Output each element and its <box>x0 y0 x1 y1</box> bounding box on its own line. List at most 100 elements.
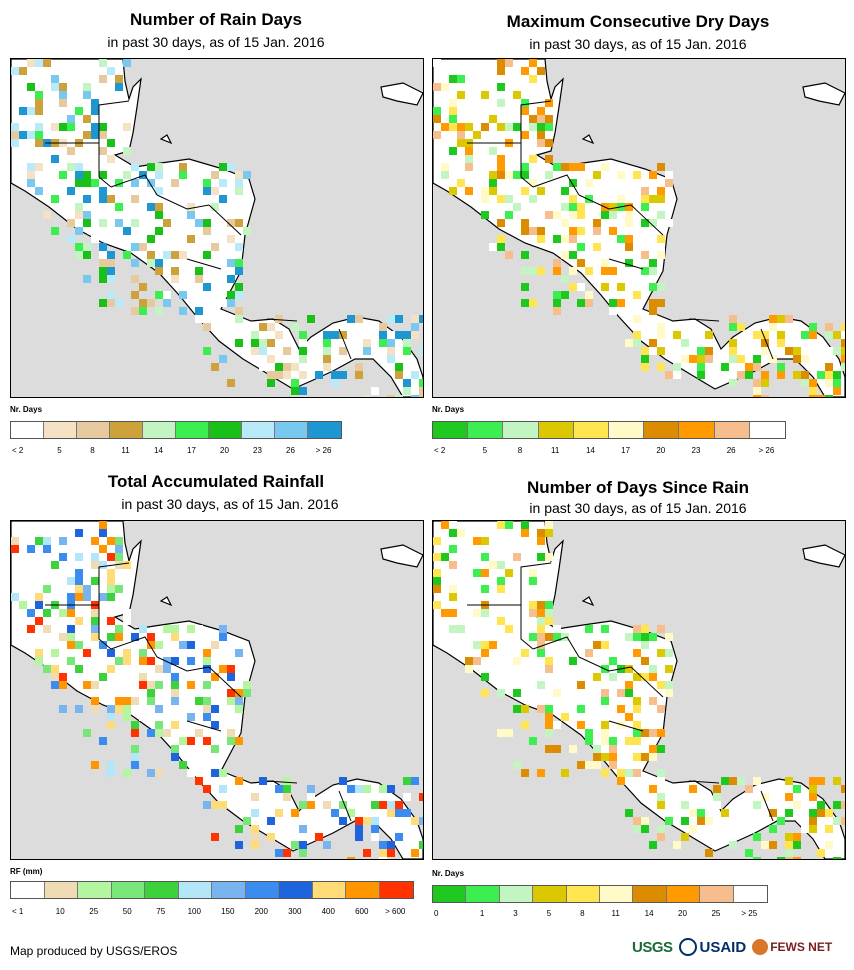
data-pixel <box>75 705 83 713</box>
data-pixel <box>841 323 845 331</box>
data-pixel <box>195 243 203 251</box>
data-pixel <box>203 697 211 705</box>
data-pixel <box>609 267 617 275</box>
data-pixel <box>641 363 649 371</box>
data-pixel <box>139 713 147 721</box>
data-pixel <box>339 801 347 809</box>
data-pixel <box>59 705 67 713</box>
data-pixel <box>601 641 609 649</box>
data-pixel <box>67 187 75 195</box>
data-pixel <box>545 139 553 147</box>
data-pixel <box>43 545 51 553</box>
data-pixel <box>633 315 641 323</box>
data-pixel <box>577 227 585 235</box>
data-pixel <box>323 841 331 849</box>
country-border <box>608 258 644 270</box>
data-pixel <box>609 227 617 235</box>
data-pixel <box>753 355 761 363</box>
data-pixel <box>745 363 753 371</box>
data-pixel <box>673 331 681 339</box>
data-pixel <box>99 219 107 227</box>
data-pixel <box>689 785 697 793</box>
data-pixel <box>203 219 211 227</box>
data-pixel <box>537 131 545 139</box>
legend-swatch <box>212 882 246 898</box>
legend-tick-label: 0 <box>434 909 439 918</box>
data-pixel <box>123 251 131 259</box>
data-pixel <box>537 529 545 537</box>
data-pixel <box>513 171 521 179</box>
data-pixel <box>537 267 545 275</box>
data-pixel <box>195 275 203 283</box>
data-pixel <box>419 395 423 397</box>
data-pixel <box>235 689 243 697</box>
data-pixel <box>67 219 75 227</box>
data-pixel <box>83 163 91 171</box>
data-pixel <box>59 577 67 585</box>
data-pixel <box>91 617 99 625</box>
data-pixel <box>51 75 59 83</box>
legend-tick-label: 8 <box>580 909 585 918</box>
panel-title: Number of Days Since Rain <box>526 478 749 497</box>
legend-tick-label: 8 <box>517 446 523 455</box>
data-pixel <box>593 753 601 761</box>
data-pixel <box>497 195 505 203</box>
data-pixel <box>433 585 441 593</box>
data-pixel <box>267 355 275 363</box>
land-area <box>380 544 423 568</box>
data-pixel <box>457 75 465 83</box>
data-pixel <box>497 219 505 227</box>
data-pixel <box>433 577 441 585</box>
data-pixel <box>131 633 139 641</box>
legend-tick-label: 14 <box>585 446 595 455</box>
data-pixel <box>649 841 657 849</box>
data-pixel <box>203 347 211 355</box>
data-pixel <box>433 59 441 67</box>
data-pixel <box>59 673 67 681</box>
data-pixel <box>577 681 585 689</box>
data-pixel <box>705 849 713 857</box>
data-pixel <box>75 171 83 179</box>
data-pixel <box>569 745 577 753</box>
data-pixel <box>403 777 411 785</box>
panel-title: Total Accumulated Rainfall <box>107 472 325 491</box>
data-pixel <box>641 657 649 665</box>
data-pixel <box>403 331 411 339</box>
data-pixel <box>115 299 123 307</box>
data-pixel <box>339 817 347 825</box>
data-pixel <box>75 625 83 633</box>
data-pixel <box>259 339 267 347</box>
data-pixel <box>339 777 347 785</box>
data-pixel <box>681 801 689 809</box>
data-pixel <box>315 371 323 379</box>
data-pixel <box>267 833 275 841</box>
data-pixel <box>473 569 481 577</box>
data-pixel <box>633 673 641 681</box>
data-pixel <box>825 825 833 833</box>
data-pixel <box>713 833 721 841</box>
data-pixel <box>43 609 51 617</box>
data-pixel <box>419 387 423 395</box>
data-pixel <box>625 307 633 315</box>
data-pixel <box>91 123 99 131</box>
data-pixel <box>457 91 465 99</box>
data-pixel <box>99 545 107 553</box>
data-pixel <box>521 227 529 235</box>
data-pixel <box>641 195 649 203</box>
data-pixel <box>379 801 387 809</box>
data-pixel <box>841 339 845 347</box>
data-pixel <box>513 657 521 665</box>
data-pixel <box>537 107 545 115</box>
data-pixel <box>123 697 131 705</box>
data-pixel <box>123 617 131 625</box>
land-area <box>159 596 173 607</box>
data-pixel <box>537 115 545 123</box>
data-pixel <box>641 633 649 641</box>
data-pixel <box>139 673 147 681</box>
data-pixel <box>235 697 243 705</box>
data-pixel <box>243 681 251 689</box>
data-pixel <box>561 713 569 721</box>
data-pixel <box>115 219 123 227</box>
data-pixel <box>11 123 19 131</box>
data-pixel <box>35 593 43 601</box>
